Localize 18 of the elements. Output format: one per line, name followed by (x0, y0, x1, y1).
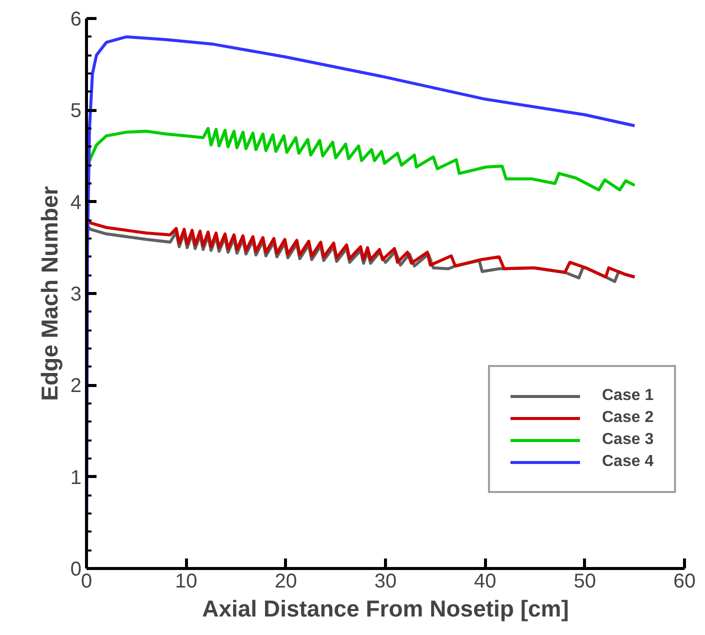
x-tick-label: 10 (175, 570, 198, 592)
x-tick-label: 50 (574, 570, 596, 592)
x-tick-label: 40 (474, 570, 496, 592)
x-tick-label: 30 (374, 570, 397, 592)
x-tick-label: 20 (274, 570, 297, 592)
legend-label: Case 4 (602, 453, 654, 471)
y-tick-label: 6 (70, 8, 82, 30)
y-tick-label: 2 (70, 375, 82, 398)
y-tick-label: 4 (70, 192, 82, 214)
legend-label: Case 1 (602, 387, 654, 405)
y-tick-label: 3 (70, 284, 82, 306)
y-tick-label: 5 (70, 100, 82, 122)
y-axis-title: Edge Mach Number (36, 186, 62, 401)
legend-label: Case 2 (602, 409, 654, 427)
x-axis-title: Axial Distance From Nosetip [cm] (202, 596, 569, 622)
y-tick-label: 1 (70, 466, 82, 489)
legend-label: Case 3 (602, 431, 654, 449)
x-tick-label: 60 (673, 570, 696, 592)
